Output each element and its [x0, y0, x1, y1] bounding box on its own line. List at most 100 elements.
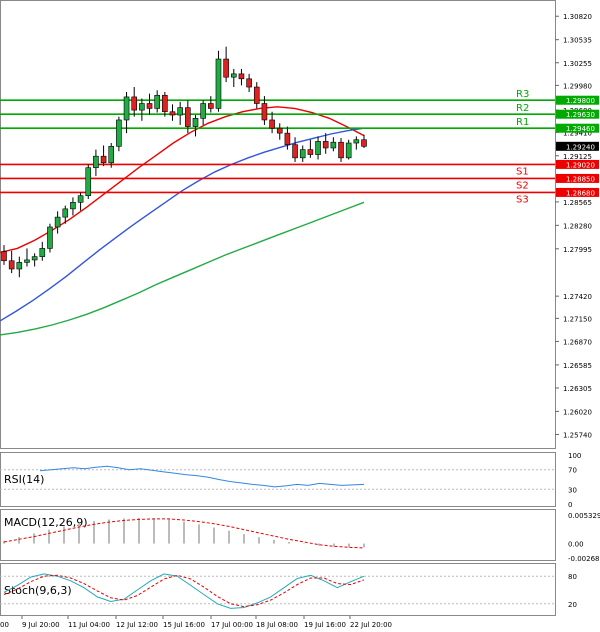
- candle-bear: [307, 149, 314, 155]
- level-price-tag: [556, 159, 599, 169]
- price-tick-label: 1.27995: [563, 246, 592, 254]
- time-label: 22 Jul 20:00: [350, 621, 392, 629]
- time-label: 9 Jul 20:00: [22, 621, 60, 629]
- candle-bull: [70, 202, 76, 210]
- level-price-tag: [556, 95, 599, 105]
- level-name-r2: R2: [516, 103, 529, 114]
- candle-bull: [154, 94, 160, 109]
- stoch-panel-frame: [0, 563, 556, 616]
- sma-fast-line: [0, 106, 365, 254]
- moving-averages: [0, 106, 365, 336]
- price-tick-label: 1.29980: [563, 82, 592, 90]
- price-tick-label: 1.30820: [563, 13, 592, 21]
- time-label: 17 Jul 00:00: [211, 621, 253, 629]
- candle-bull: [353, 139, 360, 144]
- rsi-tick-label: 70: [568, 467, 577, 475]
- price-tick-label: 1.25740: [563, 431, 592, 439]
- rsi-panel-frame: [0, 452, 556, 507]
- stoch-signal-line: [3, 574, 365, 608]
- level-name-r3: R3: [516, 89, 529, 100]
- candle-bull: [315, 141, 321, 155]
- candle-bear: [208, 103, 214, 109]
- rsi-panel: RSI(14) 100 70 30 0: [0, 452, 581, 509]
- macd-signal-line: [3, 518, 365, 549]
- candle-bull: [93, 155, 99, 169]
- candle-bull: [299, 149, 306, 159]
- price-tick-label: 1.30535: [563, 37, 592, 45]
- level-price-label: 1.29630: [566, 111, 595, 119]
- time-label: 18 Jul 08:00: [256, 621, 298, 629]
- time-label: 19 Jul 16:00: [304, 621, 346, 629]
- level-price-label: 1.29020: [566, 161, 595, 169]
- candle-bear: [238, 73, 245, 80]
- candle-bull: [77, 195, 84, 203]
- candle-bear: [162, 94, 168, 113]
- time-label: 11 Jul 04:00: [68, 621, 110, 629]
- level-price-label: 1.28850: [566, 175, 595, 183]
- candle-bull: [215, 58, 222, 109]
- price-tick-label: 1.29125: [563, 153, 592, 161]
- level-price-tag: [556, 187, 599, 197]
- sma-mid-line: [0, 127, 365, 322]
- stoch-tick-label: 80: [568, 573, 577, 581]
- candle-bear: [246, 78, 252, 88]
- rsi-label: RSI(14): [4, 473, 44, 486]
- level-price-label: 1.28680: [566, 189, 595, 197]
- level-price-label: 1.29460: [566, 125, 595, 133]
- candle-bear: [361, 139, 367, 147]
- rsi-tick-label: 100: [568, 452, 581, 460]
- price-tick-label: 1.30255: [563, 60, 592, 68]
- time-label: 12 Jul 12:00: [116, 621, 158, 629]
- level-name-s2: S2: [516, 180, 529, 191]
- candle-bear: [253, 86, 260, 104]
- macd-tick-label: 0.005329: [568, 512, 600, 520]
- candle-bear: [322, 141, 329, 149]
- main-panel-frame: [0, 0, 556, 449]
- candle-bear: [185, 107, 191, 127]
- price-tick-label: 1.27420: [563, 293, 592, 301]
- candle-bull: [54, 216, 61, 228]
- time-axis: 00 9 Jul 20:00 11 Jul 04:00 12 Jul 12:00 15…: [0, 616, 392, 629]
- candle-bear: [261, 103, 268, 121]
- level-name-s1: S1: [516, 166, 529, 177]
- macd-label: MACD(12,26,9): [4, 516, 88, 529]
- candle-bear: [169, 111, 176, 116]
- price-tick-label: 1.28565: [563, 199, 592, 207]
- candle-bull: [108, 146, 115, 164]
- stoch-main-line: [3, 573, 365, 609]
- level-price-tag: [556, 123, 599, 133]
- time-label: 15 Jul 16:00: [163, 621, 205, 629]
- candle-bear: [131, 96, 138, 111]
- level-name-r1: R1: [516, 117, 529, 128]
- macd-tick-label: -0.002689: [568, 555, 600, 563]
- current-price: 1.29240: [556, 141, 599, 151]
- level-price-tag: [556, 109, 599, 119]
- price-tick-label: 1.26305: [563, 385, 592, 393]
- price-tick-label: 1.27150: [563, 315, 592, 323]
- candle-bull: [177, 107, 183, 116]
- rsi-tick-label: 0: [568, 501, 572, 509]
- stoch-label: Stoch(9,6,3): [4, 584, 72, 597]
- price-axis-ticks: 1.308201.305351.302551.299801.296801.294…: [555, 13, 592, 439]
- candle-bear: [100, 155, 107, 164]
- stoch-tick-label: 20: [568, 601, 577, 609]
- candle-bear: [276, 127, 283, 134]
- candle-bull: [39, 248, 46, 257]
- price-tick-label: 1.26020: [563, 408, 592, 416]
- candle-bear: [338, 141, 344, 159]
- candle-bull: [62, 208, 69, 218]
- candle-bull: [16, 262, 23, 270]
- candle-bull: [345, 142, 352, 159]
- candle-bull: [139, 103, 145, 111]
- candle-bull: [330, 141, 337, 149]
- candle-bull: [47, 226, 53, 249]
- candle-bear: [292, 144, 298, 159]
- candle-bull: [24, 259, 30, 263]
- price-tick-label: 1.28280: [563, 222, 592, 230]
- current-price-tag: [556, 141, 599, 151]
- candle-bull: [230, 73, 237, 78]
- time-label-first: 00: [0, 621, 9, 629]
- candles: [1, 46, 367, 278]
- level-name-s3: S3: [516, 194, 529, 205]
